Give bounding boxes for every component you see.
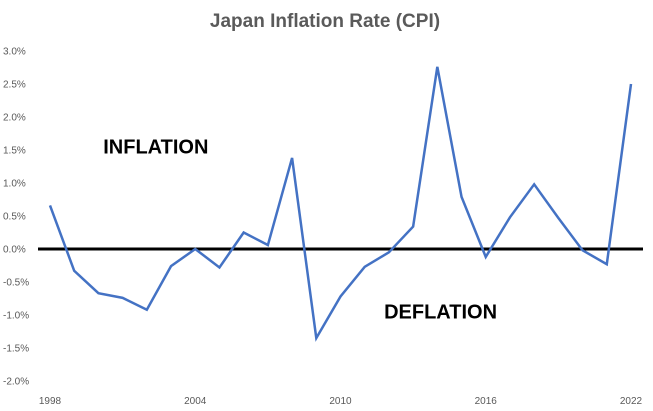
x-tick-label: 2010 xyxy=(329,396,352,407)
x-tick-label: 2004 xyxy=(184,396,207,407)
y-tick-label: 3.0% xyxy=(3,47,26,58)
y-tick-label: 2.5% xyxy=(3,80,26,91)
x-tick-label: 2016 xyxy=(475,396,498,407)
annotation-deflation: DEFLATION xyxy=(384,301,497,323)
y-tick-label: -2.0% xyxy=(3,377,29,388)
annotations: INFLATION DEFLATION xyxy=(103,136,497,323)
x-axis-ticks: 1998 2004 2010 2016 2022 xyxy=(39,396,643,407)
y-axis-ticks: 3.0% 2.5% 2.0% 1.5% 1.0% 0.5% 0.0% -0.5% -1.0% -1… xyxy=(3,47,29,388)
series-line xyxy=(48,66,633,342)
y-tick-label: 1.0% xyxy=(3,179,26,190)
annotation-inflation: INFLATION xyxy=(103,136,208,158)
x-tick-label: 1998 xyxy=(39,396,62,407)
y-tick-label: 0.0% xyxy=(3,245,26,256)
y-tick-label: -0.5% xyxy=(3,278,29,289)
y-tick-label: -1.0% xyxy=(3,311,29,322)
chart-title: Japan Inflation Rate (CPI) xyxy=(210,11,440,32)
x-tick-label: 2022 xyxy=(620,396,643,407)
y-tick-label: 1.5% xyxy=(3,146,26,157)
y-tick-label: 0.5% xyxy=(3,212,26,223)
y-tick-label: 2.0% xyxy=(3,113,26,124)
y-tick-label: -1.5% xyxy=(3,344,29,355)
